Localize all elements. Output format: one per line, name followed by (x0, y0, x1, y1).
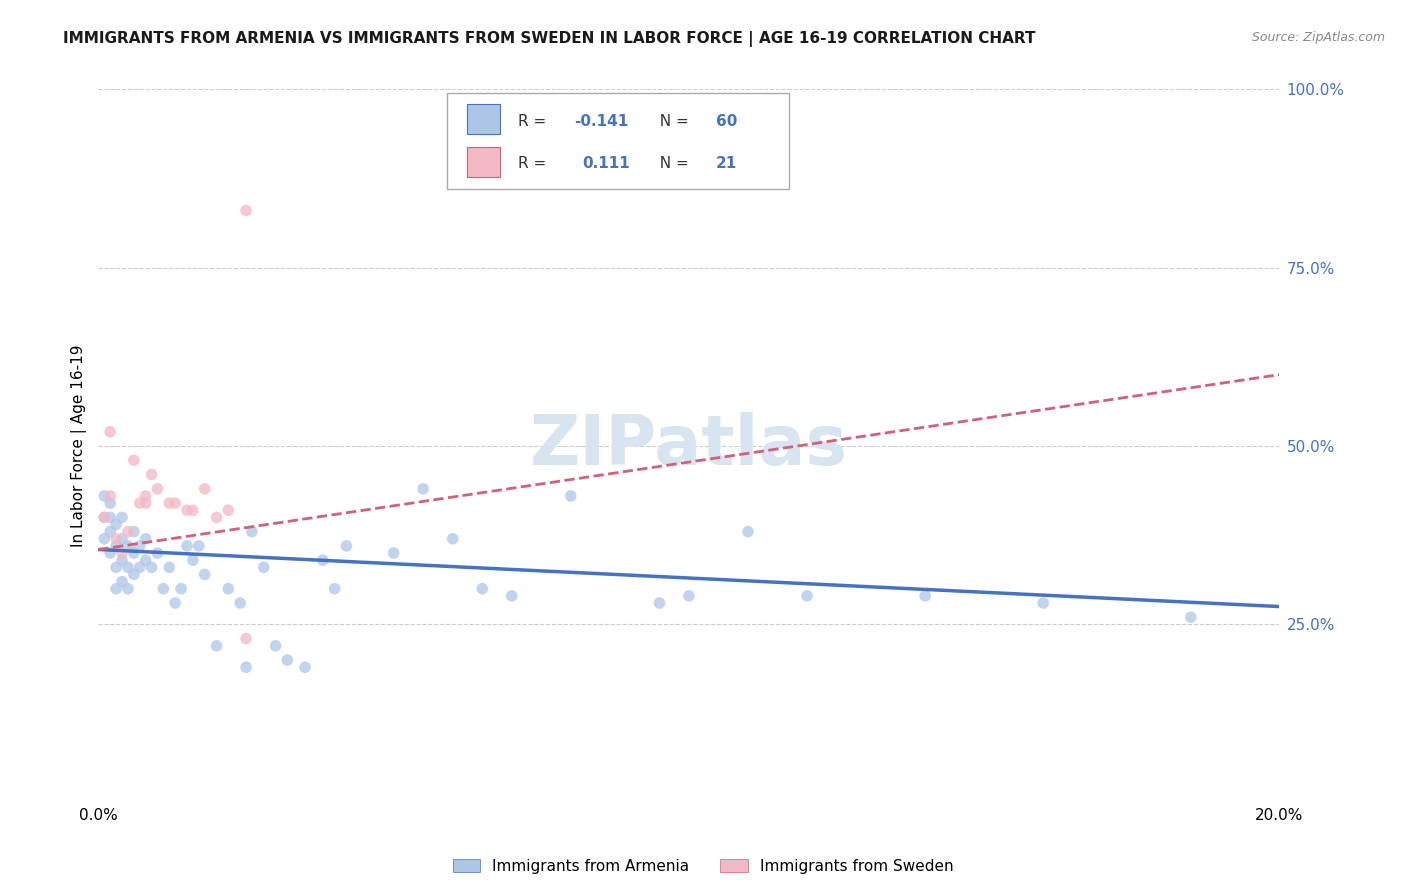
Point (105, 539, 128, 553)
Point (122, 453, 145, 467)
Point (240, 524, 263, 539)
Point (111, 574, 134, 589)
Point (93, 489, 115, 503)
Point (501, 589, 523, 603)
Point (205, 639, 228, 653)
Point (235, 203, 257, 218)
Point (441, 532, 464, 546)
Point (98, 546, 121, 560)
Point (187, 539, 209, 553)
Text: ZIPatlas: ZIPatlas (530, 412, 848, 480)
Point (382, 546, 405, 560)
Legend: Immigrants from Armenia, Immigrants from Sweden: Immigrants from Armenia, Immigrants from… (447, 853, 959, 880)
Point (264, 639, 287, 653)
Point (117, 560, 139, 574)
Point (205, 510, 228, 524)
Point (141, 560, 163, 574)
Point (235, 632, 257, 646)
Text: 21: 21 (716, 156, 737, 170)
Point (122, 524, 145, 539)
Text: IMMIGRANTS FROM ARMENIA VS IMMIGRANTS FROM SWEDEN IN LABOR FORCE | AGE 16-19 COR: IMMIGRANTS FROM ARMENIA VS IMMIGRANTS FR… (63, 31, 1036, 47)
Point (117, 524, 139, 539)
Point (294, 660, 316, 674)
Point (157, 496, 180, 510)
Point (165, 496, 187, 510)
Point (796, 589, 818, 603)
Point (111, 553, 134, 567)
Point (105, 582, 128, 596)
Point (152, 582, 174, 596)
FancyBboxPatch shape (467, 146, 501, 177)
Point (737, 524, 759, 539)
Point (312, 553, 335, 567)
Point (98, 524, 121, 539)
Point (253, 560, 276, 574)
Point (471, 582, 494, 596)
Point (93, 532, 115, 546)
Point (1032, 596, 1054, 610)
Point (165, 596, 187, 610)
Text: R =: R = (517, 114, 551, 128)
Point (135, 489, 157, 503)
Point (176, 539, 198, 553)
Point (678, 589, 700, 603)
Point (276, 653, 298, 667)
Text: 60: 60 (716, 114, 738, 128)
Point (181, 553, 204, 567)
Point (141, 467, 163, 482)
Text: -0.141: -0.141 (575, 114, 628, 128)
Point (122, 567, 145, 582)
Point (1180, 610, 1202, 624)
Point (648, 596, 671, 610)
Point (117, 582, 139, 596)
Point (412, 482, 434, 496)
Point (560, 489, 582, 503)
Point (135, 496, 157, 510)
Point (229, 596, 252, 610)
Point (135, 532, 157, 546)
Point (105, 517, 128, 532)
Text: N =: N = (650, 114, 693, 128)
Point (111, 510, 134, 524)
Point (93, 510, 115, 524)
Point (217, 582, 239, 596)
Point (323, 582, 346, 596)
Point (335, 539, 357, 553)
Point (98, 496, 121, 510)
Point (117, 539, 139, 553)
Text: N =: N = (650, 156, 693, 170)
Point (105, 560, 128, 574)
Text: 0.111: 0.111 (582, 156, 630, 170)
Point (111, 546, 134, 560)
Point (157, 560, 180, 574)
Point (128, 496, 150, 510)
Point (176, 503, 198, 517)
Point (194, 482, 217, 496)
Point (128, 560, 150, 574)
Point (194, 567, 217, 582)
Point (128, 539, 150, 553)
Point (98, 425, 121, 439)
Point (914, 589, 936, 603)
Text: Source: ZipAtlas.com: Source: ZipAtlas.com (1251, 31, 1385, 45)
Y-axis label: In Labor Force | Age 16-19: In Labor Force | Age 16-19 (72, 344, 87, 548)
Point (111, 532, 134, 546)
Point (105, 532, 128, 546)
Point (181, 503, 204, 517)
Text: R =: R = (517, 156, 555, 170)
Point (146, 482, 169, 496)
Point (217, 503, 239, 517)
FancyBboxPatch shape (447, 93, 789, 189)
Point (122, 546, 145, 560)
FancyBboxPatch shape (467, 103, 501, 134)
Point (98, 510, 121, 524)
Point (98, 489, 121, 503)
Point (135, 553, 157, 567)
Point (235, 660, 257, 674)
Point (93, 510, 115, 524)
Point (170, 582, 193, 596)
Point (146, 546, 169, 560)
